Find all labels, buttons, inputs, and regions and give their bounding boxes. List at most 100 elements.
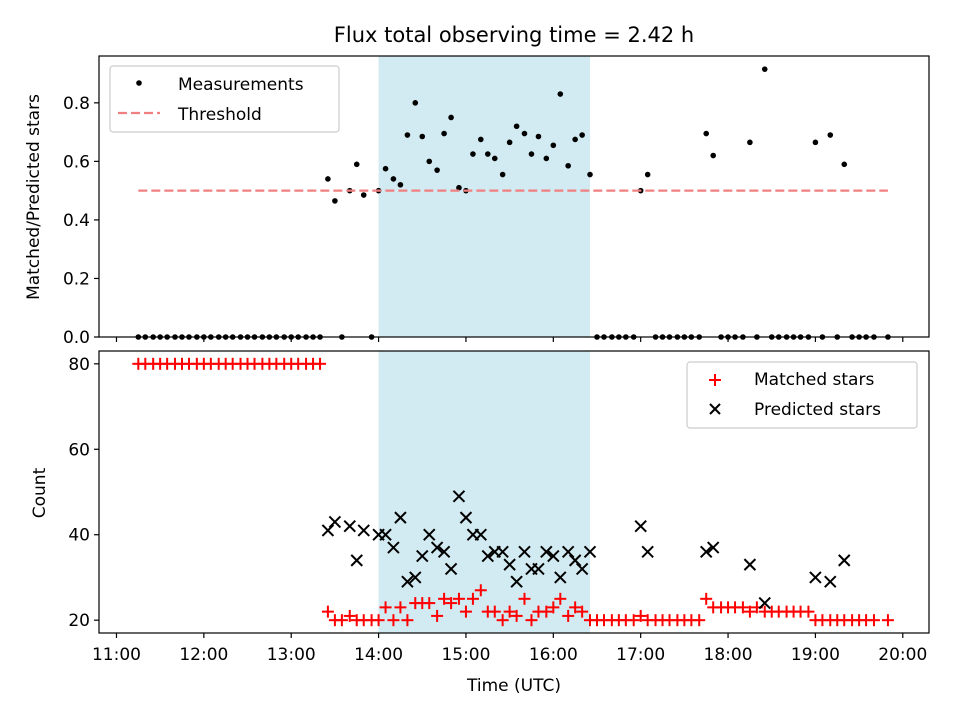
ratio-y-tick-label: 0.2 [63,269,90,289]
predicted-stars-point [401,575,414,588]
matched-stars-point [314,357,327,370]
measurements-point [521,130,528,137]
measurements-point [412,100,419,106]
count-shaded-interval [378,351,591,633]
count-legend-box [686,361,918,429]
x-tick-label: 13:00 [267,645,316,665]
matched-stars-point [693,614,706,627]
predicted-stars-point [743,558,757,571]
x-tick-label: 15:00 [441,645,490,665]
ratio-y-axis-label: Matched/Predicted stars [24,94,44,300]
matched-stars-point [488,605,501,618]
predicted-stars-point [568,554,582,567]
count-legend: Matched stars Predicted stars [686,361,918,429]
measurements-point [325,176,331,182]
count-y-tick-label: 20 [68,611,90,631]
count-y-axis-label: Count [30,467,50,518]
count-marks [132,357,894,627]
predicted-stars-point [474,528,488,541]
measurements-point [499,171,506,178]
predicted-stars-point [394,511,407,524]
measurements-point [550,142,557,149]
legend-predicted-label: Predicted stars [754,400,881,420]
ratio-axes-frame [98,55,930,338]
matched-stars-point [466,592,479,605]
matched-stars-point [525,614,538,627]
measurements-point [470,151,476,157]
predicted-stars-point [357,524,370,537]
x-tick-label: 14:00 [354,645,403,665]
x-tick-label: 16:00 [529,645,578,665]
measurements-point [513,123,520,130]
measurements-point [557,91,564,97]
matched-stars-point [562,609,575,622]
measurements-point [535,133,542,140]
matched-stars-point [459,605,472,618]
predicted-stars-point [423,528,436,541]
legend-measurements-marker [136,80,142,86]
predicted-stars-point [496,545,509,559]
matched-stars-point [452,592,465,605]
matched-stars-point [802,605,815,618]
legend-threshold-label: Threshold [177,105,262,125]
matched-stars-point [474,584,487,597]
matched-stars-point [401,614,414,627]
matched-stars-point [335,614,348,627]
legend-predicted-marker [709,403,721,415]
matched-stars-point [867,614,880,627]
predicted-stars-point [575,562,589,576]
measurements-point [644,171,651,178]
predicted-stars-point [459,511,473,524]
predicted-stars-point [583,545,597,559]
measurements-point [572,136,578,143]
matched-stars-point [445,597,458,610]
predicted-stars-point [503,558,516,571]
measurements-point [441,130,447,137]
predicted-stars-point [554,571,567,584]
matched-stars-point [387,614,400,627]
matched-stars-point [503,605,516,618]
measurements-point [491,155,498,162]
matched-stars-point [510,609,523,622]
predicted-stars-point [809,571,822,584]
measurements-point [397,181,404,188]
predicted-stars-point [452,490,466,503]
predicted-stars-point [700,545,713,559]
matched-stars-point [540,605,553,618]
x-tick-label: 12:00 [179,645,228,665]
ratio-panel: 0.00.20.40.60.8 Matched/Predicted stars … [24,55,930,348]
ratio-y-tick-label: 0.8 [63,94,90,114]
predicted-stars-point [532,562,545,576]
ratio-y-tick-label: 0.6 [63,152,90,172]
matched-stars-point [423,597,436,610]
count-y-tick-label: 40 [68,526,90,546]
matched-stars-point [394,601,407,614]
measurements-point [419,133,426,140]
measurements-point [827,132,834,138]
measurements-point [426,158,433,165]
predicted-stars-point [350,554,363,567]
matched-stars-point [321,605,334,618]
ratio-shaded-interval [378,56,591,337]
legend-matched-marker [709,374,721,386]
measurements-point [565,162,571,169]
predicted-stars-point [838,554,851,567]
x-tick-label: 18:00 [704,645,753,665]
matched-stars-point [881,614,894,627]
matched-stars-point [700,592,713,605]
predicted-stars-point [481,549,494,563]
measurements-point [710,152,716,159]
matched-stars-point [379,601,392,614]
matched-stars-point [576,605,589,618]
measurements-point [478,136,484,143]
measurements-point [761,66,768,72]
predicted-stars-point [706,541,720,554]
predicted-stars-point [540,545,553,559]
ratio-legend: Measurements Threshold [109,65,340,133]
measurements-point [841,161,848,168]
matched-stars-point [372,614,385,627]
x-axis-label: Time (UTC) [466,676,561,696]
matched-stars-point [736,601,749,614]
matched-stars-point [743,605,756,618]
